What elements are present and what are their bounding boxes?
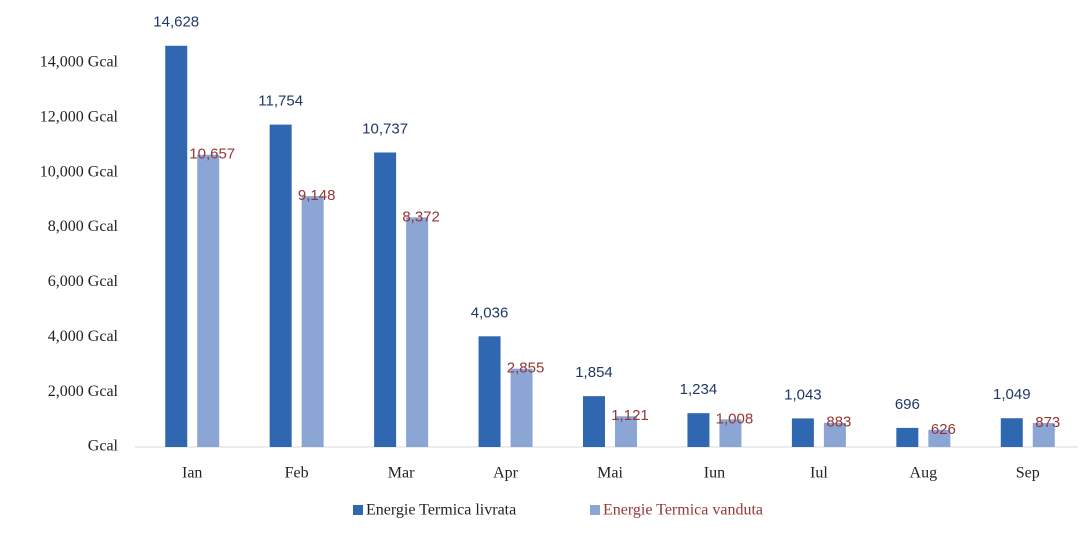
x-tick-label: Ian [182,465,202,482]
bar [301,196,324,447]
value-label: 1,121 [611,407,649,424]
y-tick-label: Gcal [88,438,119,455]
bar [896,427,919,447]
value-label: 696 [895,396,920,413]
x-tick-label: Iul [810,465,828,482]
y-tick-label: 6,000 Gcal [48,273,119,290]
bar [197,154,220,447]
value-label: 9,148 [298,187,336,204]
bar [165,45,188,448]
bar [928,429,951,447]
bar [719,419,742,447]
value-label: 10,737 [362,120,408,137]
y-tick-label: 4,000 Gcal [48,328,119,345]
legend-swatch [353,505,363,515]
bar [791,418,814,447]
x-tick-label: Mai [597,465,623,482]
bar [406,217,429,447]
x-tick-label: Sep [1016,465,1040,482]
value-label: 10,657 [189,146,235,163]
bar [1000,418,1023,447]
value-label: 11,754 [258,93,303,110]
value-label: 1,043 [784,386,822,403]
bar [615,416,637,447]
value-label: 626 [931,421,956,438]
legend-label: Energie Termica livrata [366,502,516,519]
bar [823,422,846,447]
value-label: 1,234 [680,381,718,398]
value-label: 873 [1035,414,1060,431]
value-label: 1,049 [993,386,1031,403]
bar [478,336,501,447]
bar [510,368,533,447]
bar [1032,423,1055,447]
value-label: 1,008 [716,410,754,427]
x-tick-label: Iun [704,465,725,482]
value-label: 2,855 [507,360,545,377]
x-tick-label: Mar [388,465,415,482]
bar [374,152,397,447]
value-label: 1,854 [575,364,613,381]
x-tick-label: Apr [493,465,519,482]
y-tick-label: 2,000 Gcal [48,383,119,400]
x-tick-label: Feb [285,465,309,482]
legend-label: Energie Termica vanduta [603,502,763,519]
bar [583,396,605,447]
legend-swatch [590,505,600,515]
value-label: 14,628 [153,14,199,31]
y-tick-label: 8,000 Gcal [48,218,119,235]
bar [687,413,710,447]
value-label: 883 [826,414,851,431]
y-tick-label: 14,000 Gcal [40,54,119,71]
x-tick-label: Aug [910,465,938,482]
value-label: 4,036 [471,304,509,321]
value-label: 8,372 [402,208,440,225]
y-tick-label: 12,000 Gcal [40,109,119,126]
y-tick-label: 10,000 Gcal [40,163,119,180]
bar [269,124,292,448]
